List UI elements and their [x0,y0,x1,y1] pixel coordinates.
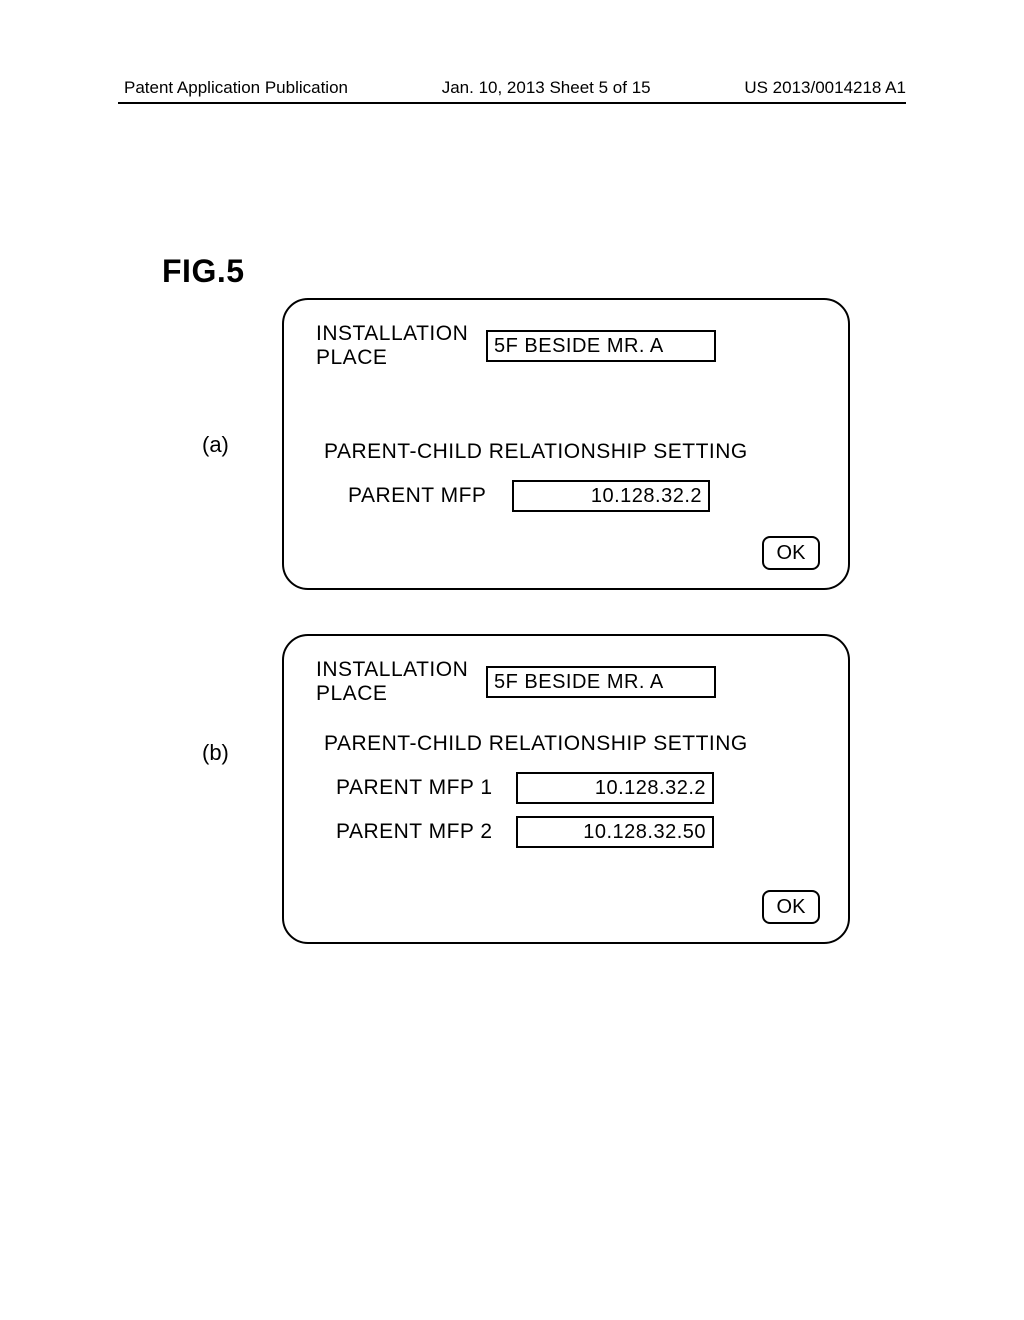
installation-row: INSTALLATION PLACE 5F BESIDE MR. A [316,322,716,370]
ok-button-label: OK [777,542,806,565]
parent-child-section-title: PARENT-CHILD RELATIONSHIP SETTING [324,440,748,464]
parent-mfp-1-row: PARENT MFP 1 10.128.32.2 [336,772,714,804]
installation-place-field-b[interactable]: 5F BESIDE MR. A [486,666,716,698]
settings-panel-a: INSTALLATION PLACE 5F BESIDE MR. A PAREN… [282,298,850,590]
installation-place-field[interactable]: 5F BESIDE MR. A [486,330,716,362]
parent-mfp-field[interactable]: 10.128.32.2 [512,480,710,512]
header-rule [118,102,906,104]
sublabel-a: (a) [202,432,229,458]
parent-mfp-2-row: PARENT MFP 2 10.128.32.50 [336,816,714,848]
parent-mfp-value: 10.128.32.2 [591,485,702,508]
installation-place-value-b: 5F BESIDE MR. A [494,671,664,694]
ok-button[interactable]: OK [762,536,820,570]
header-center: Jan. 10, 2013 Sheet 5 of 15 [442,78,651,98]
parent-mfp-2-field[interactable]: 10.128.32.50 [516,816,714,848]
header-right: US 2013/0014218 A1 [744,78,906,98]
page-header: Patent Application Publication Jan. 10, … [0,78,1024,98]
parent-mfp-2-label: PARENT MFP 2 [336,820,516,844]
parent-mfp-row: PARENT MFP 10.128.32.2 [348,480,710,512]
installation-place-value: 5F BESIDE MR. A [494,335,664,358]
parent-mfp-label: PARENT MFP [348,484,512,508]
ok-button-b[interactable]: OK [762,890,820,924]
ok-button-b-label: OK [777,896,806,919]
parent-mfp-1-label: PARENT MFP 1 [336,776,516,800]
parent-mfp-2-value: 10.128.32.50 [583,821,706,844]
parent-mfp-1-value: 10.128.32.2 [595,777,706,800]
installation-place-label-b: INSTALLATION PLACE [316,658,486,706]
installation-place-label: INSTALLATION PLACE [316,322,486,370]
figure-label: FIG.5 [162,253,245,290]
header-left: Patent Application Publication [124,78,348,98]
sublabel-b: (b) [202,740,229,766]
settings-panel-b: INSTALLATION PLACE 5F BESIDE MR. A PAREN… [282,634,850,944]
installation-row-b: INSTALLATION PLACE 5F BESIDE MR. A [316,658,716,706]
parent-mfp-1-field[interactable]: 10.128.32.2 [516,772,714,804]
parent-child-section-title-b: PARENT-CHILD RELATIONSHIP SETTING [324,732,748,756]
